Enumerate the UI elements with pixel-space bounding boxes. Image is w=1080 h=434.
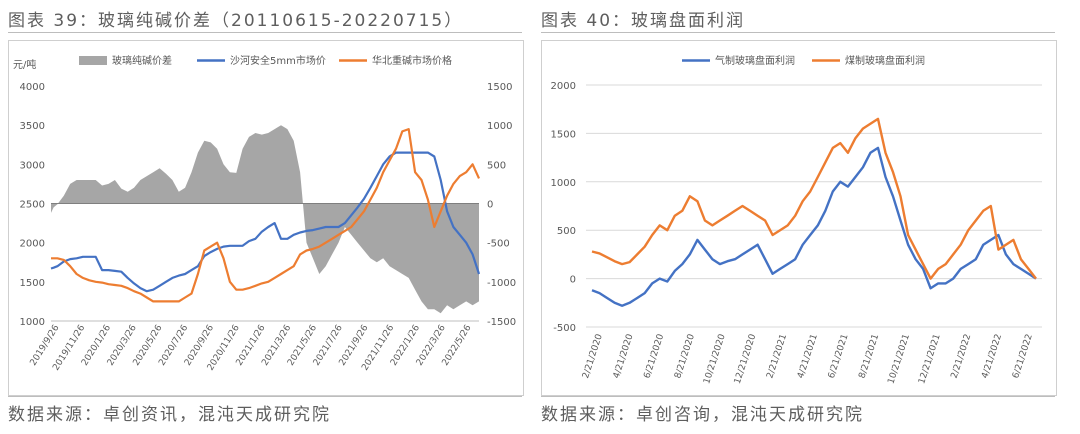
figure-title-right: 图表 40：玻璃盘面利润 [541, 11, 746, 31]
series-area-soda-spread [51, 125, 479, 314]
left-axis-tick-label: 3500 [20, 121, 45, 132]
right-axis-tick-label: 0 [487, 200, 493, 211]
x-axis-tick-label: 4/21/2021 [796, 333, 820, 380]
series-line-huabei-soda-price [51, 127, 481, 303]
x-axis-tick-label: 4/21/2022 [980, 333, 1004, 380]
left-axis-tick-label: 1000 [20, 317, 45, 328]
left-axis-tick-label: 3000 [20, 160, 45, 171]
x-axis-tick-label: 6/21/2020 [643, 333, 667, 380]
figure-title-left: 图表 39：玻璃纯碱价差（20110615-20220715） [8, 11, 464, 31]
legend-soda-spread-label: 玻璃纯碱价差 [112, 54, 172, 67]
series-line-coal-glass-profit [591, 117, 1037, 280]
y-axis-tick-label: 1500 [551, 129, 576, 140]
title-rule-left [8, 32, 522, 33]
x-axis-tick-label: 10/21/2020 [702, 333, 728, 386]
right-axis-tick-label: -1000 [487, 278, 516, 289]
source-rule-left [8, 396, 522, 397]
legend-huabei-soda-price-label: 华北重碱市场价格 [372, 54, 452, 67]
y-axis-tick-label: 1000 [551, 178, 576, 189]
x-axis-tick-label: 6/21/2021 [827, 333, 851, 380]
y-axis-tick-label: -500 [553, 323, 576, 334]
legend-coal-glass-profit-label: 煤制玻璃盘面利润 [845, 54, 925, 67]
y-axis-unit-label: 元/吨 [13, 58, 36, 71]
series-line-shahe-glass-price [50, 151, 481, 293]
data-source-left: 数据来源：卓创资讯，混沌天成研究院 [8, 405, 331, 425]
y-axis-tick-label: 0 [570, 275, 576, 286]
x-axis-tick-label: 10/21/2021 [886, 333, 912, 385]
glass-profit-chart-panel: -500 0 500 1000 1500 2000 2/21/2020 4/21/2020 6/… [541, 40, 1057, 396]
x-axis-tick-label: 12/21/2020 [733, 333, 759, 386]
left-axis-tick-label: 2500 [20, 200, 45, 211]
source-rule-right [541, 396, 1055, 397]
right-axis-tick-label: 1500 [487, 82, 512, 93]
y-axis-tick-label: 500 [557, 226, 576, 237]
right-axis-tick-label: 1000 [487, 121, 512, 132]
left-axis-tick-label: 2000 [20, 239, 45, 250]
left-axis-tick-label: 4000 [20, 82, 45, 93]
x-axis-tick-label: 2/21/2020 [581, 333, 605, 380]
title-rule-right [541, 32, 1055, 33]
legend-gas-glass-profit-label: 气制玻璃盘面利润 [715, 54, 795, 67]
soda-spread-chart: 元/吨 1000 1500 2000 2500 3000 3500 4000 -1500 -100… [13, 54, 516, 373]
x-axis-tick-label: 8/21/2021 [858, 333, 882, 380]
x-axis-tick-label: 8/21/2020 [673, 333, 697, 380]
x-axis-tick-label: 2/21/2021 [765, 333, 789, 380]
series-line-gas-glass-profit [591, 146, 1037, 307]
x-axis-tick-label: 4/21/2020 [612, 333, 636, 380]
x-axis-tick-label: 2/21/2022 [950, 333, 974, 380]
soda-spread-chart-panel: 元/吨 1000 1500 2000 2500 3000 3500 4000 -1500 -100… [8, 40, 524, 396]
legend-shahe-glass-price-label: 沙河安全5mm市场价 [230, 54, 326, 67]
left-axis-tick-label: 1500 [20, 278, 45, 289]
glass-profit-chart: -500 0 500 1000 1500 2000 2/21/2020 4/21/2020 6/… [551, 54, 1042, 386]
right-axis-tick-label: 500 [487, 160, 506, 171]
y-axis-tick-label: 2000 [551, 81, 576, 92]
x-axis-tick-label: 6/21/2022 [1011, 333, 1035, 380]
x-axis-tick-label: 12/21/2021 [917, 333, 943, 385]
data-source-right: 数据来源：卓创咨询，混沌天成研究院 [541, 405, 864, 425]
legend-soda-spread-swatch [79, 56, 107, 65]
right-axis-tick-label: -500 [487, 239, 510, 250]
right-axis-tick-label: -1500 [487, 317, 516, 328]
